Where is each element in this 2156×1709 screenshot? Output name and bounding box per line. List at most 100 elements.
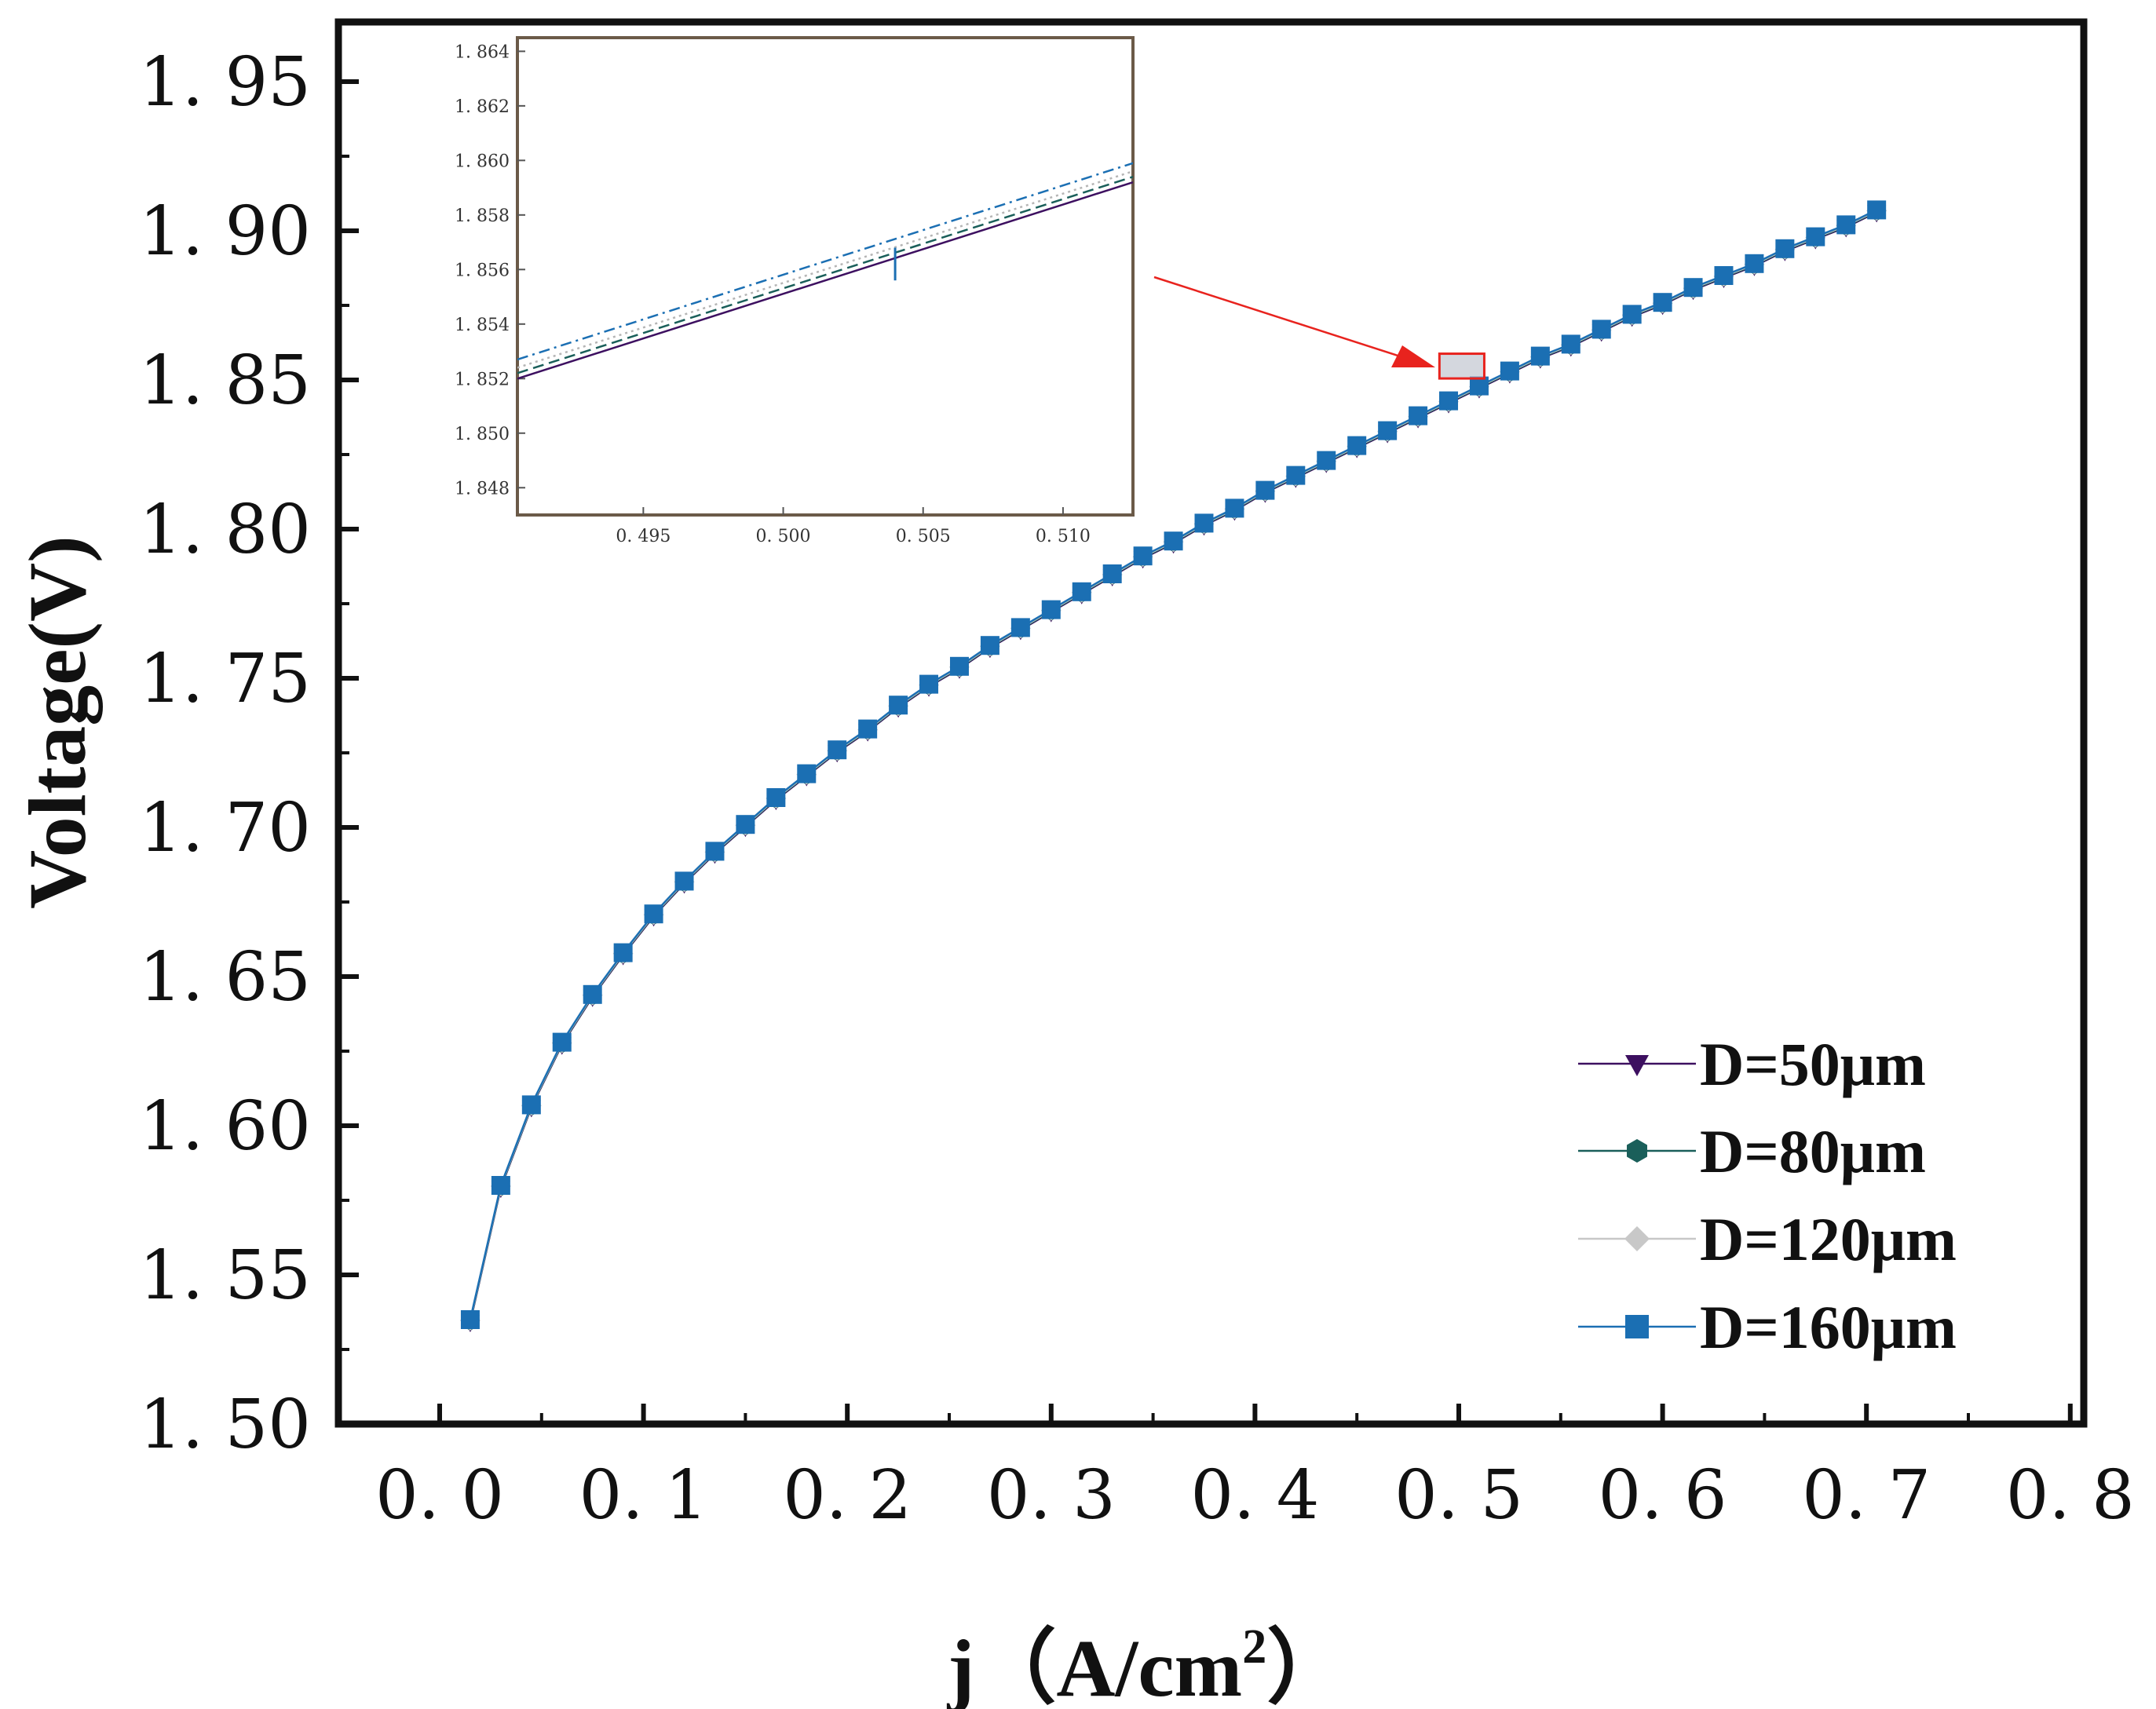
inset-y-tick-label: 1. 848 xyxy=(455,479,510,498)
inset-series-line xyxy=(517,181,1133,380)
data-point xyxy=(736,815,755,834)
data-point xyxy=(919,674,939,694)
data-point xyxy=(1409,406,1428,425)
inset-y-tick-label: 1. 856 xyxy=(455,261,510,280)
data-point xyxy=(1072,582,1091,601)
data-point xyxy=(1041,600,1061,619)
inset-y-tick-label: 1. 854 xyxy=(455,316,510,335)
inset-x-tick-label: 0. 510 xyxy=(1036,527,1091,546)
zoom-region-box xyxy=(1438,352,1485,380)
legend-marker xyxy=(1625,1055,1649,1076)
data-point xyxy=(1867,200,1887,220)
data-point xyxy=(1500,361,1519,381)
data-point xyxy=(1806,227,1825,246)
data-point xyxy=(949,656,969,676)
data-point xyxy=(1164,531,1183,551)
x-tick-label: 0. 7 xyxy=(1802,1456,1931,1535)
data-point xyxy=(828,740,847,760)
data-point xyxy=(1439,391,1459,411)
inset-y-tick-label: 1. 860 xyxy=(455,152,510,171)
inset-chart: 0. 495 0. 500 0. 505 0. 510 1. 848 1. 850 1. … xyxy=(455,36,1135,546)
legend-label: D=80μm xyxy=(1700,1117,1926,1185)
data-point xyxy=(766,788,786,807)
inset-y-tick-label: 1. 864 xyxy=(455,42,510,62)
inset-y-tick-label: 1. 850 xyxy=(455,425,510,444)
legend-label: D=160μm xyxy=(1700,1293,1957,1361)
data-point xyxy=(1469,376,1489,396)
x-tick-label: 0. 6 xyxy=(1599,1456,1727,1535)
data-point xyxy=(1683,278,1703,298)
x-tick-label: 0. 4 xyxy=(1190,1456,1319,1535)
legend-marker xyxy=(1627,1139,1647,1163)
data-point xyxy=(1775,239,1795,258)
inset-x-tick-labels: 0. 495 0. 500 0. 505 0. 510 xyxy=(616,527,1091,546)
data-point xyxy=(797,764,817,783)
data-point xyxy=(613,943,633,962)
legend: D=50μm D=80μm D=120μm D=160μm xyxy=(1578,1030,1957,1361)
data-markers xyxy=(459,200,1887,1332)
y-tick-label: 1. 60 xyxy=(139,1087,311,1166)
x-tick-label: 0. 3 xyxy=(987,1456,1116,1535)
x-tick-labels: 0. 0 0. 1 0. 2 0. 3 0. 4 0. 5 0. 6 0. 7 0. 8 xyxy=(375,1456,2135,1535)
inset-series-line xyxy=(517,175,1133,374)
data-point xyxy=(1836,215,1856,235)
data-point xyxy=(1286,466,1306,485)
x-axis-title-close: ） xyxy=(1266,1623,1348,1709)
inset-lines xyxy=(517,162,1133,380)
y-tick-label: 1. 75 xyxy=(139,640,311,718)
y-tick-label: 1. 55 xyxy=(139,1236,311,1315)
legend-label: D=50μm xyxy=(1700,1030,1926,1098)
x-tick-label: 0. 8 xyxy=(2006,1456,2135,1535)
y-tick-label: 1. 85 xyxy=(139,341,311,420)
inset-frame xyxy=(516,36,1135,517)
y-axis-title: Voltage(V) xyxy=(13,535,103,909)
y-tick-label: 1. 50 xyxy=(139,1386,311,1464)
data-point xyxy=(521,1095,541,1115)
inset-x-tick-label: 0. 495 xyxy=(616,527,671,546)
data-point xyxy=(1194,513,1214,533)
inset-y-tick-label: 1. 858 xyxy=(455,206,510,226)
data-point xyxy=(705,842,725,861)
x-tick-label: 0. 2 xyxy=(783,1456,912,1535)
zoom-arrow xyxy=(1153,276,1435,367)
y-tick-labels: 1. 50 1. 55 1. 60 1. 65 1. 70 1. 75 1. 80 1. 85… xyxy=(139,43,311,1464)
inset-series-line xyxy=(517,162,1133,361)
x-tick-label: 0. 1 xyxy=(579,1456,708,1535)
data-point xyxy=(1745,254,1764,273)
inset-y-tick-label: 1. 862 xyxy=(455,97,510,117)
x-axis-title-sup: 2 xyxy=(1242,1620,1266,1674)
y-tick-label: 1. 65 xyxy=(139,938,311,1017)
inset-x-tick-label: 0. 505 xyxy=(896,527,951,546)
data-point xyxy=(1714,266,1734,285)
inset-series-line xyxy=(517,170,1133,369)
data-point xyxy=(552,1032,572,1052)
plot-frame xyxy=(334,18,2088,1428)
y-tick-label: 1. 95 xyxy=(139,43,311,122)
x-tick-label: 0. 5 xyxy=(1394,1456,1523,1535)
axis-ticks xyxy=(338,79,2073,1426)
data-point xyxy=(583,984,602,1004)
inset-y-tick-labels: 1. 848 1. 850 1. 852 1. 854 1. 856 1. 858 1. 8… xyxy=(455,42,510,498)
data-point xyxy=(491,1176,510,1195)
data-point xyxy=(1010,618,1030,637)
x-tick-label: 0. 0 xyxy=(375,1456,504,1535)
data-point xyxy=(1317,451,1336,470)
data-point xyxy=(1347,436,1367,455)
data-point xyxy=(644,904,663,924)
data-point xyxy=(1378,421,1398,440)
y-tick-label: 1. 70 xyxy=(139,789,311,867)
data-point xyxy=(1133,546,1153,566)
y-tick-label: 1. 80 xyxy=(139,491,311,569)
x-axis-title-main: j（A/cm xyxy=(947,1623,1242,1709)
data-point xyxy=(1591,320,1611,339)
data-point xyxy=(889,696,908,715)
data-point xyxy=(1255,480,1275,500)
data-point xyxy=(980,636,999,655)
legend-label: D=120μm xyxy=(1700,1205,1957,1273)
data-point xyxy=(460,1310,480,1329)
inset-x-tick-label: 0. 500 xyxy=(756,527,811,546)
legend-marker xyxy=(1625,1315,1649,1338)
data-point xyxy=(1561,334,1580,354)
data-point xyxy=(858,719,878,739)
